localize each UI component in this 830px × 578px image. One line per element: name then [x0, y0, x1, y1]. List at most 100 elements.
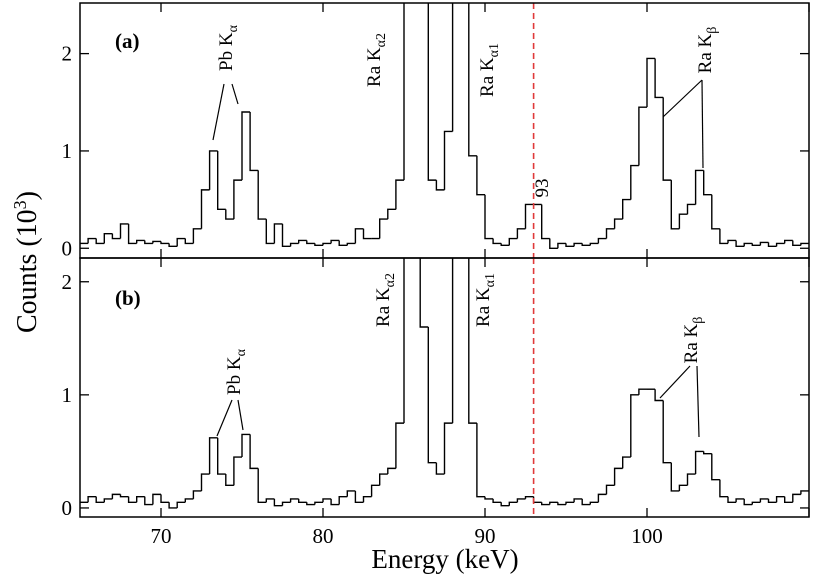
histogram-bin: [476, 155, 485, 196]
histogram-bin: [686, 203, 696, 215]
annotation: Pb Kα: [216, 24, 241, 71]
histogram-bin: [427, 3, 437, 181]
y-axis-label-sup: 3: [10, 200, 30, 209]
histogram-bin: [403, 258, 405, 424]
x-tick-label: 80: [313, 524, 334, 548]
annotation: (b): [115, 286, 141, 310]
histogram-bin: [500, 502, 510, 507]
histogram-bin: [719, 228, 728, 245]
histogram-bin: [395, 179, 404, 210]
histogram-bin: [241, 111, 251, 181]
histogram-bin: [370, 484, 380, 497]
histogram-bin: [565, 243, 575, 248]
annotation: (a): [115, 29, 140, 53]
annotation: Ra Kβ: [695, 27, 720, 74]
histogram-bin: [119, 223, 129, 239]
annotation-sub: α2: [383, 273, 398, 287]
histogram-bin: [362, 228, 372, 240]
histogram-bin: [686, 473, 696, 486]
histogram-bin: [322, 498, 332, 503]
leader: [701, 79, 704, 169]
histogram-bin: [200, 473, 210, 491]
annotation-sub: α1: [487, 43, 502, 57]
plot-area: [80, 258, 809, 517]
leaders: [212, 79, 704, 438]
histogram-bin: [192, 228, 202, 244]
histogram-bin: [249, 112, 259, 172]
histogram-bin: [208, 437, 218, 475]
histogram-bin: [281, 501, 291, 506]
histogram-bin: [605, 228, 615, 239]
histogram-bin: [735, 498, 745, 503]
histogram-bin: [306, 240, 315, 245]
histogram-bin: [622, 198, 631, 220]
histogram-bin: [751, 243, 761, 247]
histogram-bin: [346, 490, 356, 497]
histogram-bin: [160, 494, 170, 503]
histogram-bin: [638, 106, 647, 166]
annotation-text: Ra K: [477, 57, 498, 97]
annotation: 93: [532, 179, 553, 198]
histogram-bin: [354, 228, 364, 244]
histogram-bin: [516, 498, 526, 503]
histogram-bin: [322, 242, 332, 246]
x-tick-label: 70: [151, 524, 172, 548]
histogram-bin: [767, 498, 777, 503]
leader: [696, 365, 700, 438]
leader: [231, 83, 239, 105]
annotation-text: Pb K: [224, 356, 245, 395]
histogram-bin: [678, 213, 688, 229]
annotation-text: Ra K: [695, 33, 716, 73]
histogram-bin: [330, 498, 340, 506]
histogram-bin: [225, 209, 234, 220]
histogram-bin: [306, 502, 315, 506]
annotation-text: Ra K: [373, 287, 394, 327]
histogram-bin: [654, 389, 664, 402]
histogram-bin: [395, 422, 404, 469]
histogram-bin: [573, 242, 583, 247]
annotation: Ra Kα2: [364, 33, 389, 87]
histogram-bin: [330, 239, 340, 244]
histogram-bin: [176, 237, 186, 247]
histogram-bin: [289, 498, 299, 503]
histogram-bin: [281, 223, 291, 248]
histogram-bin: [557, 242, 566, 249]
histogram-bin: [435, 180, 445, 191]
annotation-text: (a): [115, 29, 140, 53]
leader: [216, 399, 233, 437]
histogram-bin: [241, 433, 251, 458]
histogram-bin: [217, 150, 226, 211]
histogram-bin: [265, 498, 275, 503]
histogram-bin: [784, 239, 793, 244]
histogram-bin: [735, 240, 745, 248]
histogram-bin: [703, 451, 712, 455]
y-tick-label: 0: [62, 236, 73, 260]
histogram-bin: [265, 219, 275, 245]
histogram-bin: [208, 150, 218, 190]
histogram-bin: [379, 218, 388, 239]
histogram-bin: [443, 422, 453, 475]
histogram-bin: [168, 502, 178, 509]
histogram-bin: [160, 241, 170, 245]
histogram-bin: [613, 467, 623, 486]
histogram-bin: [654, 58, 664, 99]
histogram-bin: [111, 233, 121, 240]
histogram-bin: [468, 258, 477, 424]
histogram-bin: [751, 501, 761, 505]
leader: [659, 365, 691, 399]
histogram-bin: [103, 498, 113, 503]
histogram-bin: [95, 238, 105, 245]
histogram-bin: [784, 496, 793, 503]
histogram-bin: [184, 238, 194, 245]
annotation: Ra Kα2: [373, 273, 398, 327]
histogram-bin: [298, 239, 307, 244]
histogram-bin: [168, 243, 178, 248]
histogram-bin: [508, 501, 518, 506]
histogram-bin: [573, 498, 583, 503]
histogram-bin: [581, 498, 591, 506]
histogram-bin: [451, 3, 454, 132]
histogram-bin: [419, 258, 429, 328]
histogram-bin: [516, 228, 526, 239]
histogram-bin: [87, 495, 97, 503]
